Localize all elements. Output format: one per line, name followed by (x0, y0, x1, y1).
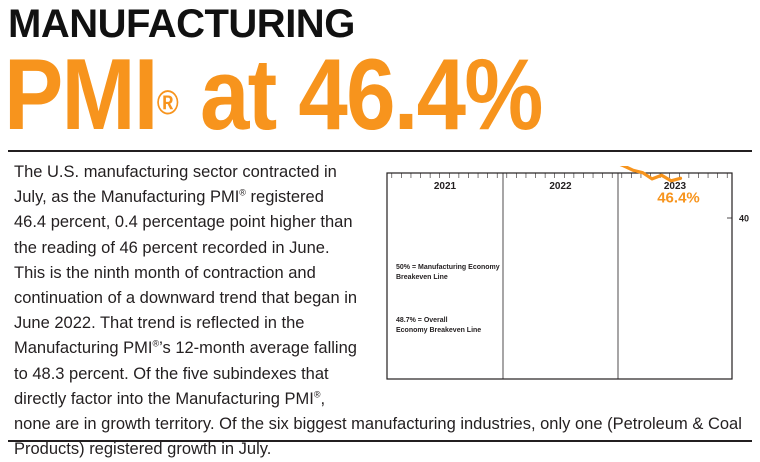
pmi-data-point (622, 166, 625, 168)
pmi-data-point (669, 179, 673, 182)
registered-mark: ® (156, 84, 179, 122)
headline-line2: PMI® at 46.4% (4, 39, 543, 151)
top-rule (8, 150, 752, 152)
pmi-data-point (660, 174, 663, 177)
year-label: 2021 (434, 181, 457, 192)
pmi-data-point (650, 177, 654, 181)
year-label: 2022 (549, 181, 572, 192)
registered-mark: ® (152, 338, 160, 349)
headline-pmi: PMI (4, 39, 158, 151)
body-part-3: ’s 12-month average falling to 48.3 perc… (14, 339, 357, 408)
overall-breakeven-label: 48.7% = Overall Economy Breakeven Line (396, 317, 481, 334)
pmi-data-point (641, 171, 644, 174)
article-body: The U.S. manufacturing sector contracted… (14, 160, 744, 462)
bottom-rule (8, 440, 752, 442)
registered-mark: ® (239, 187, 246, 198)
end-value-label: 46.4% (657, 189, 700, 206)
headline-value: at 46.4% (177, 39, 543, 151)
pmi-data-point (632, 169, 635, 172)
registered-mark: ® (313, 389, 321, 400)
body-part-1: The U.S. manufacturing sector contracted… (14, 163, 337, 207)
pmi-data-point (679, 177, 682, 180)
y-tick-label: 40 (739, 214, 749, 224)
headline-line1: MANUFACTURING (8, 2, 355, 46)
year-label: 2023 (664, 181, 687, 192)
body-part-2: registered 46.4 percent, 0.4 percentage … (14, 188, 358, 358)
pmi-line-chart: 20212022202360504050% = Manufacturing Ec… (386, 166, 749, 380)
manufacturing-breakeven-label: 50% = Manufacturing Economy Breakeven Lin… (396, 264, 500, 281)
plot-frame (386, 172, 733, 380)
